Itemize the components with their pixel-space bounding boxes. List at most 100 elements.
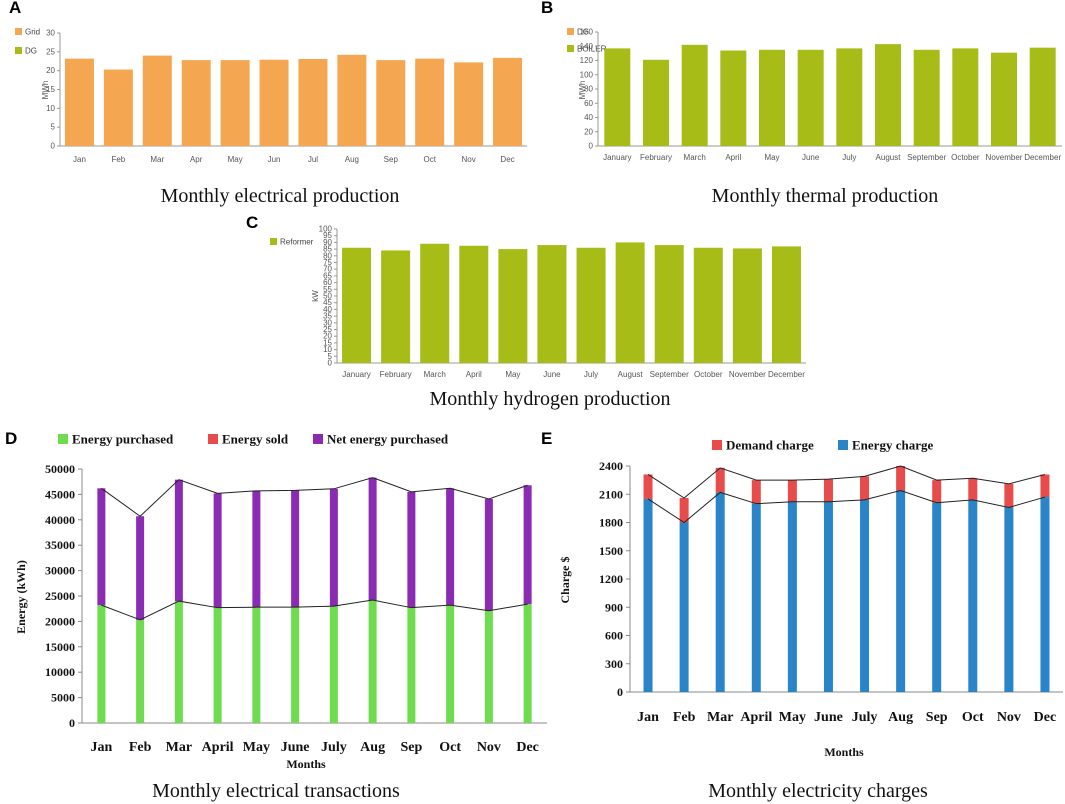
bar-demand-charge	[679, 498, 689, 523]
bar	[836, 48, 863, 147]
legend-swatch	[838, 440, 848, 450]
x-tick-label: Feb	[673, 710, 696, 725]
x-tick-label: May	[505, 370, 520, 379]
y-tick-label: 40	[323, 305, 332, 314]
legend-label: Reformer	[280, 238, 314, 247]
bar-demand-charge	[751, 480, 761, 504]
x-tick-label: October	[951, 153, 980, 162]
y-tick-label: 85	[323, 245, 332, 254]
bar-demand-charge	[787, 480, 797, 502]
y-axis-label: kW	[311, 290, 320, 302]
legend-swatch	[712, 440, 722, 450]
bar	[459, 245, 489, 363]
bar	[420, 243, 450, 363]
bar-net-energy-purchased	[329, 488, 338, 607]
bar	[220, 60, 250, 147]
bar-demand-charge	[715, 467, 725, 493]
x-tick-label: July	[842, 153, 856, 162]
x-tick-label: September	[907, 153, 946, 162]
y-tick-label: 100	[580, 70, 594, 79]
x-tick-label: Feb	[111, 155, 125, 164]
panel-b: B DG BOILER 0 20 40 60 80 100 120 140 160 MWh January…	[541, 0, 1062, 207]
bar-net-energy-purchased	[446, 488, 455, 606]
x-tick-label: Oct	[962, 710, 984, 725]
x-tick-label: February	[640, 153, 672, 162]
y-tick-label: 0	[51, 142, 56, 151]
y-tick-label: 2100	[599, 487, 623, 501]
x-tick-label: December	[1024, 153, 1061, 162]
y-tick-label: 25000	[45, 589, 75, 603]
y-tick-label: 70	[323, 265, 332, 274]
bar	[576, 247, 606, 363]
y-tick-label: 20000	[45, 614, 75, 628]
bar	[732, 248, 762, 363]
bar-net-energy-purchased	[174, 479, 183, 602]
bar	[643, 59, 669, 146]
bar-energy-purchased	[213, 607, 222, 723]
bar	[952, 48, 979, 147]
bar-net-energy-purchased	[213, 493, 222, 608]
x-axis-label: Months	[824, 745, 864, 759]
bar	[103, 69, 133, 146]
x-tick-label: Jan	[90, 740, 112, 755]
x-tick-label: May	[228, 155, 243, 164]
x-tick-label: December	[768, 370, 805, 379]
bar-demand-charge	[1040, 474, 1050, 498]
y-tick-label: 140	[580, 42, 594, 51]
y-axis-label: MWh	[41, 81, 50, 100]
bar-net-energy-purchased	[136, 516, 145, 620]
y-tick-label: 75	[323, 258, 332, 267]
x-tick-label: August	[618, 370, 644, 379]
bar	[259, 59, 289, 146]
y-tick-label: 20	[584, 127, 593, 136]
bar	[991, 52, 1017, 146]
panel-d: D Energy purchased Energy sold Net energy p…	[5, 429, 547, 802]
bar-demand-charge	[860, 476, 870, 500]
legend-label: DG	[25, 47, 37, 56]
legend-label: DG	[577, 28, 589, 37]
bar-net-energy-purchased	[291, 490, 300, 608]
x-tick-label: Dec	[516, 740, 539, 755]
bar	[142, 55, 172, 146]
bar-energy-charge	[787, 501, 797, 692]
y-tick-label: 5	[51, 123, 56, 132]
x-tick-label: January	[603, 153, 631, 162]
bar-energy-purchased	[368, 600, 377, 723]
y-tick-label: 1800	[599, 516, 623, 530]
x-tick-label: Nov	[462, 155, 476, 164]
x-tick-label: May	[779, 710, 806, 725]
y-tick-label: 55	[323, 285, 332, 294]
bar-energy-charge	[715, 492, 725, 692]
bar-energy-charge	[1040, 497, 1050, 692]
bar-energy-purchased	[291, 607, 300, 723]
legend-label: Energy charge	[852, 438, 933, 453]
bar-energy-purchased	[523, 604, 532, 723]
bar-energy-charge	[860, 499, 870, 692]
bar	[604, 48, 631, 147]
legend-swatch	[15, 28, 22, 35]
y-tick-label: 160	[580, 28, 594, 37]
x-tick-label: June	[281, 740, 310, 755]
bar-energy-purchased	[174, 601, 183, 723]
bar	[298, 58, 328, 146]
y-tick-label: 40000	[45, 513, 75, 527]
y-tick-label: 60	[323, 278, 332, 287]
y-tick-label: 20	[46, 66, 55, 75]
bar	[454, 62, 484, 146]
x-tick-label: Jul	[308, 155, 318, 164]
y-tick-label: 0	[617, 685, 623, 699]
caption: Monthly electricity charges	[708, 780, 928, 802]
bar	[64, 58, 94, 146]
bar	[181, 60, 211, 147]
x-tick-label: Nov	[477, 740, 501, 755]
y-tick-label: 35000	[45, 538, 75, 552]
x-tick-label: Oct	[439, 740, 461, 755]
y-tick-label: 1500	[599, 544, 623, 558]
y-tick-label: 45000	[45, 487, 75, 501]
bar	[537, 245, 567, 363]
legend-label: Energy purchased	[72, 432, 174, 447]
bar-energy-purchased	[484, 610, 493, 723]
x-tick-label: March	[424, 370, 446, 379]
y-tick-label: 30	[46, 29, 55, 38]
